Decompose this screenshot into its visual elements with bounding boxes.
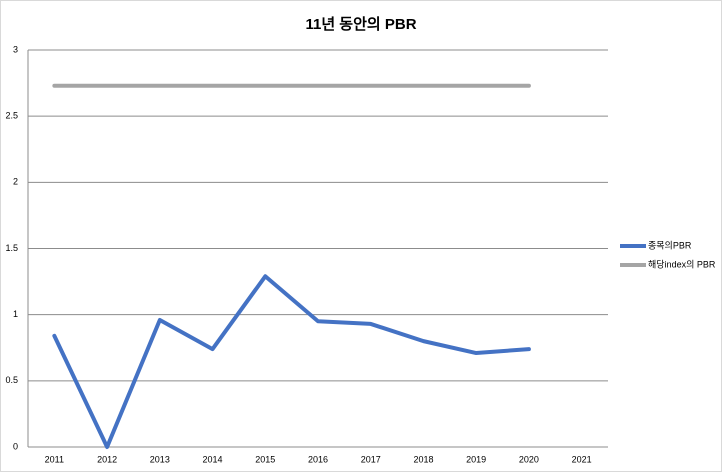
y-tick-label: 0 xyxy=(13,441,18,451)
x-tick-label: 2011 xyxy=(45,454,64,464)
x-tick-label: 2014 xyxy=(203,454,223,464)
y-tick-label: 1.5 xyxy=(5,243,18,253)
y-tick-label: 2 xyxy=(13,177,18,187)
x-tick-label: 2020 xyxy=(519,454,539,464)
x-tick-label: 2018 xyxy=(413,454,433,464)
x-tick-label: 2012 xyxy=(97,454,117,464)
chart-title: 11년 동안의 PBR xyxy=(305,15,416,33)
x-tick-label: 2015 xyxy=(255,454,275,464)
x-tick-label: 2019 xyxy=(466,454,486,464)
y-tick-label: 2.5 xyxy=(5,111,18,121)
x-tick-label: 2017 xyxy=(361,454,381,464)
x-tick-label: 2013 xyxy=(150,454,170,464)
series-line xyxy=(52,274,531,449)
y-tick-label: 1 xyxy=(13,309,18,319)
x-tick-label: 2021 xyxy=(572,454,592,464)
y-tick-label: 3 xyxy=(13,44,18,54)
y-tick-label: 0.5 xyxy=(5,375,18,385)
legend-label: 종목의PBR xyxy=(648,240,692,250)
legend-label: 해당index의 PBR xyxy=(648,259,716,269)
x-tick-label: 2016 xyxy=(308,454,328,464)
